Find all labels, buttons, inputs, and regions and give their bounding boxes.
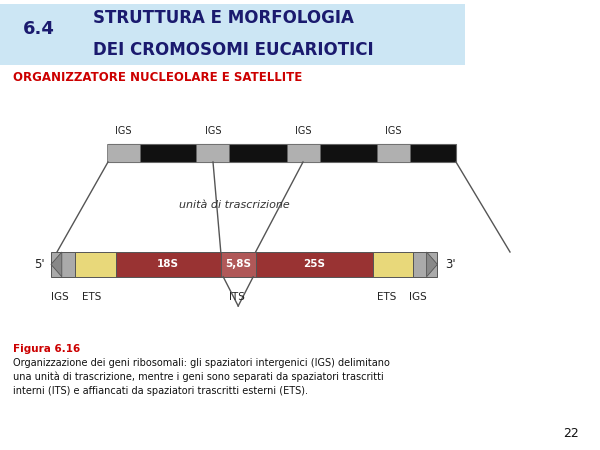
Text: 6.4: 6.4: [23, 20, 55, 38]
Bar: [108, 144, 456, 162]
Bar: [377, 144, 410, 162]
Polygon shape: [427, 252, 437, 277]
Polygon shape: [51, 252, 62, 277]
Text: IGS: IGS: [385, 126, 401, 136]
Bar: [116, 252, 221, 277]
Text: DEI CROMOSOMI EUCARIOTICI: DEI CROMOSOMI EUCARIOTICI: [93, 41, 374, 59]
Text: IGS: IGS: [115, 126, 131, 136]
Bar: [75, 252, 116, 277]
Text: 18S: 18S: [157, 259, 179, 270]
Text: Figura 6.16: Figura 6.16: [13, 344, 80, 354]
Text: IGS: IGS: [51, 292, 69, 302]
Text: ETS: ETS: [377, 292, 397, 302]
Text: 5': 5': [34, 258, 44, 271]
Bar: [373, 252, 413, 277]
Bar: [107, 144, 139, 162]
Bar: [256, 252, 373, 277]
Bar: [287, 144, 320, 162]
Text: ORGANIZZATORE NUCLEOLARE E SATELLITE: ORGANIZZATORE NUCLEOLARE E SATELLITE: [13, 72, 302, 84]
Bar: [51, 252, 75, 277]
Bar: [0, 4, 465, 65]
Bar: [196, 144, 229, 162]
Text: IGS: IGS: [295, 126, 311, 136]
Text: IGS: IGS: [205, 126, 221, 136]
Text: ITS: ITS: [229, 292, 245, 302]
Text: ETS: ETS: [82, 292, 101, 302]
Text: unità di trascrizione: unità di trascrizione: [179, 200, 289, 210]
Bar: [221, 252, 256, 277]
Text: Organizzazione dei geni ribosomali: gli spaziatori intergenici (IGS) delimitano
: Organizzazione dei geni ribosomali: gli …: [13, 358, 390, 396]
Text: 22: 22: [563, 427, 579, 440]
Text: 3': 3': [445, 258, 455, 271]
Text: 5,8S: 5,8S: [225, 259, 251, 270]
Text: 25S: 25S: [303, 259, 325, 270]
Bar: [413, 252, 437, 277]
Text: STRUTTURA E MORFOLOGIA: STRUTTURA E MORFOLOGIA: [93, 9, 354, 27]
Text: IGS: IGS: [409, 292, 427, 302]
